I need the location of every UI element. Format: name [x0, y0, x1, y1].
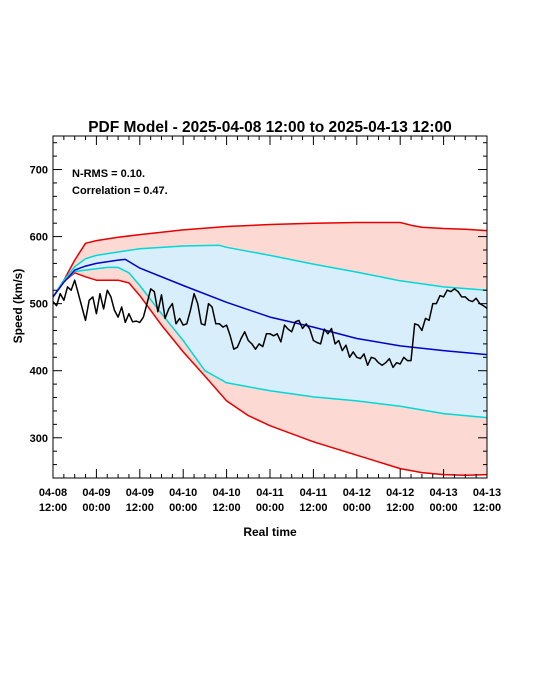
median-line: [52, 258, 488, 356]
correlation-annotation: Correlation = 0.47.: [72, 185, 168, 197]
y-tick-label: 500: [30, 299, 48, 311]
x-tick-label-date: 04-09: [126, 487, 154, 499]
nrms-annotation: N-RMS = 0.10.: [72, 168, 145, 180]
x-tick-label-time: 12:00: [213, 502, 241, 514]
x-tick-label-time: 12:00: [386, 502, 414, 514]
x-tick-label-time: 00:00: [82, 502, 110, 514]
x-tick-label-date: 04-12: [386, 487, 414, 499]
x-tick-label-date: 04-10: [213, 487, 241, 499]
x-axis-label: Real time: [243, 525, 297, 539]
x-tick-label-time: 12:00: [473, 502, 501, 514]
x-tick-label-date: 04-12: [343, 487, 371, 499]
x-tick-label-date: 04-13: [430, 487, 458, 499]
y-tick-label: 400: [30, 366, 48, 378]
x-tick-label-time: 00:00: [256, 502, 284, 514]
y-axis-label: Speed (km/s): [11, 269, 25, 344]
x-tick-label-date: 04-10: [169, 487, 197, 499]
x-tick-label-time: 00:00: [169, 502, 197, 514]
x-tick-label-time: 00:00: [343, 502, 371, 514]
y-tick-label: 300: [30, 433, 48, 445]
x-tick-label-time: 00:00: [430, 502, 458, 514]
x-tick-label-time: 12:00: [299, 502, 327, 514]
x-tick-label-date: 04-11: [256, 487, 284, 499]
observed-speed-line: [52, 279, 488, 369]
inner-band-fill: [53, 245, 487, 418]
outer-upper-line: [52, 221, 488, 298]
outer-lower-line: [52, 272, 488, 477]
inner-lower-line: [52, 266, 488, 419]
y-tick-label: 700: [30, 165, 48, 177]
x-tick-label-date: 04-09: [82, 487, 110, 499]
x-tick-label-time: 12:00: [126, 502, 154, 514]
plot-area: 300 400 500 600 700 04-08 12:00 04-09 00:00 04-09…: [30, 135, 501, 514]
chart-title: PDF Model - 2025-04-08 12:00 to 2025-04-…: [88, 119, 452, 136]
x-tick-label-date: 04-13: [473, 487, 501, 499]
x-tick-label-time: 12:00: [39, 502, 67, 514]
y-tick-label: 600: [30, 232, 48, 244]
x-tick-label-date: 04-08: [39, 487, 67, 499]
inner-upper-line: [52, 244, 488, 298]
x-tick-label-date: 04-11: [300, 487, 328, 499]
